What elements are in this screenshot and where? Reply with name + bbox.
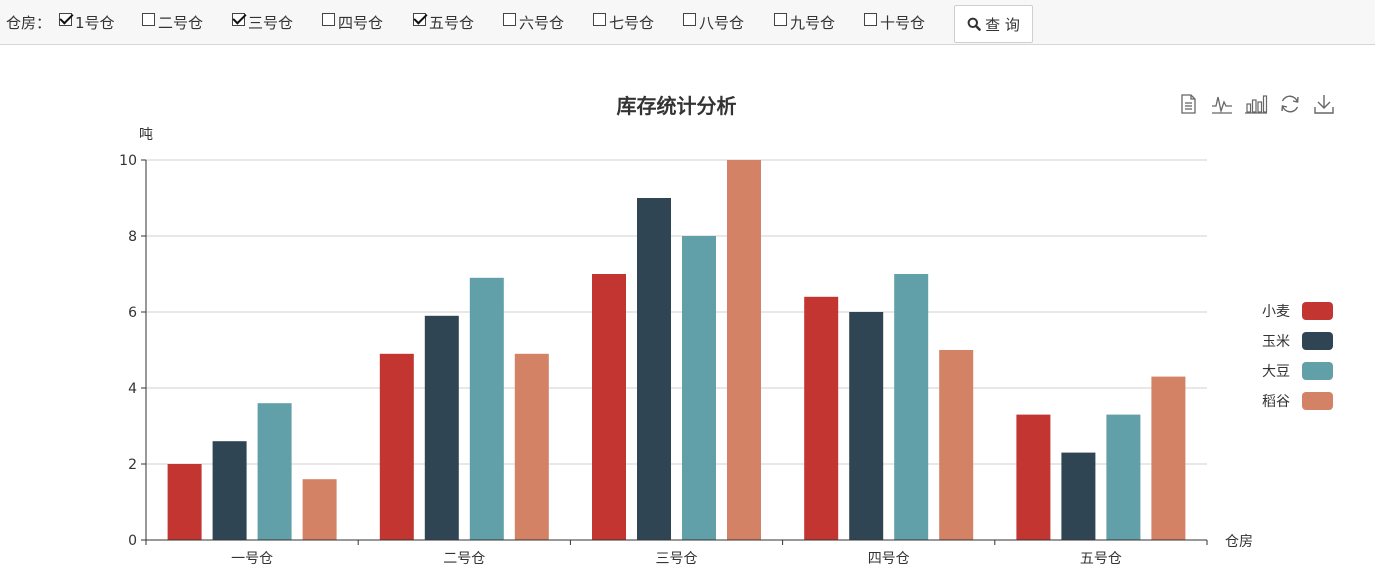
warehouse-option-1[interactable]: 1号仓 [59,12,115,34]
warehouse-checkbox[interactable] [232,13,245,26]
query-button[interactable]: 查 询 [954,5,1033,43]
bar [1106,414,1141,540]
bar [302,479,337,540]
filter-toolbar: 仓房： 1号仓 二号仓 三号仓 四号仓 五号仓 六号仓 七号仓 八号仓 九号仓 … [0,0,1375,45]
warehouse-option-8[interactable]: 八号仓 [683,12,744,34]
x-tick-label: 三号仓 [656,551,698,567]
legend-swatch [1302,362,1333,380]
legend-label: 大豆 [1262,364,1290,380]
warehouse-checkbox[interactable] [503,13,516,26]
warehouse-checkbox[interactable] [774,13,787,26]
bar [894,274,929,540]
bar [469,277,504,540]
warehouse-checkbox[interactable] [142,13,155,26]
bar [637,198,671,540]
warehouse-option-label: 五号仓 [429,14,475,32]
warehouse-checkbox[interactable] [413,13,426,26]
bar [257,403,292,540]
bar [592,274,626,540]
warehouse-checkbox[interactable] [59,13,72,26]
warehouse-option-label: 1号仓 [75,14,115,32]
warehouse-option-label: 七号仓 [609,14,655,32]
bar [1016,414,1051,540]
warehouse-checkbox[interactable] [322,13,335,26]
warehouse-option-3[interactable]: 三号仓 [232,12,293,34]
bar [424,315,459,540]
y-tick-label: 4 [128,381,137,397]
x-tick-label: 四号仓 [868,551,910,567]
filter-label: 仓房： [6,14,52,32]
warehouse-option-2[interactable]: 二号仓 [142,12,203,34]
legend-label: 小麦 [1262,304,1290,320]
y-tick-label: 10 [119,153,137,169]
bar [682,236,716,540]
query-button-label: 查 询 [985,15,1020,34]
x-axis-label: 仓房 [1225,534,1253,550]
y-axis-label: 吨 [139,127,153,143]
bar [1151,376,1186,540]
warehouse-option-10[interactable]: 十号仓 [864,12,925,34]
y-tick-label: 0 [128,533,137,549]
legend-item[interactable]: 大豆 [1262,356,1333,386]
x-tick-label: 二号仓 [443,551,485,567]
bar [379,353,414,540]
warehouse-option-5[interactable]: 五号仓 [413,12,474,34]
warehouse-option-7[interactable]: 七号仓 [593,12,654,34]
bar [167,464,202,540]
bar [804,296,839,540]
bar [514,353,549,540]
bar [1061,452,1096,540]
warehouse-option-9[interactable]: 九号仓 [774,12,835,34]
legend-label: 稻谷 [1262,394,1290,410]
line-chart-icon[interactable] [1210,92,1234,116]
legend-item[interactable]: 小麦 [1262,296,1333,326]
warehouse-option-label: 十号仓 [880,14,926,32]
y-tick-label: 8 [128,229,137,245]
chart-legend: 小麦 玉米 大豆 稻谷 [1262,296,1333,416]
chart-title: 库存统计分析 [616,94,737,118]
y-tick-label: 2 [128,457,137,473]
warehouse-option-label: 三号仓 [248,14,294,32]
x-tick-label: 一号仓 [231,551,273,567]
warehouse-option-label: 九号仓 [790,14,836,32]
refresh-icon[interactable] [1278,92,1302,116]
warehouse-option-label: 二号仓 [158,14,204,32]
warehouse-checkbox[interactable] [593,13,606,26]
data-view-icon[interactable] [1176,92,1200,116]
warehouse-option-label: 四号仓 [338,14,384,32]
legend-label: 玉米 [1262,334,1290,350]
warehouse-option-label: 八号仓 [699,14,745,32]
x-tick-label: 五号仓 [1080,551,1122,567]
warehouse-checkbox[interactable] [683,13,696,26]
bar [849,312,884,540]
legend-swatch [1302,332,1333,350]
warehouse-option-4[interactable]: 四号仓 [322,12,383,34]
legend-swatch [1302,392,1333,410]
legend-item[interactable]: 稻谷 [1262,386,1333,416]
bar [212,441,247,540]
legend-item[interactable]: 玉米 [1262,326,1333,356]
download-icon[interactable] [1312,92,1336,116]
legend-swatch [1302,302,1333,320]
warehouse-option-label: 六号仓 [519,14,565,32]
warehouse-option-6[interactable]: 六号仓 [503,12,564,34]
bar [727,160,761,540]
search-icon [967,17,981,31]
bar-chart-icon[interactable] [1244,92,1268,116]
warehouse-checkbox[interactable] [864,13,877,26]
y-tick-label: 6 [128,305,137,321]
chart-toolbox [1176,92,1336,116]
bar [939,350,974,540]
